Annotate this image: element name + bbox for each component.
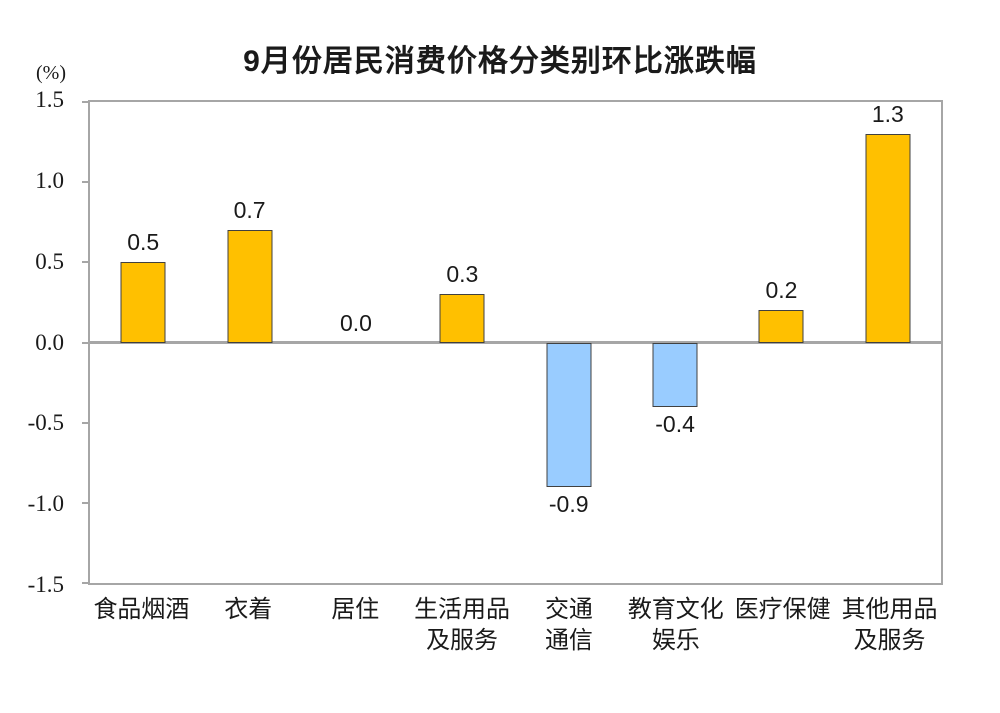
- bar-value-label: -0.4: [655, 410, 695, 437]
- bar-食品烟酒: [120, 262, 166, 343]
- chart-title: 9月份居民消费价格分类别环比涨跌幅: [243, 45, 757, 78]
- bar-slot-居住: 0.0: [303, 102, 409, 583]
- zero-baseline: [90, 341, 941, 344]
- bar-其他用品及服务: [865, 134, 911, 343]
- bar-value-label: 0.2: [765, 277, 798, 304]
- y-tick-label: -1.0: [27, 491, 64, 517]
- bar-value-label: -0.9: [548, 490, 589, 517]
- bar-医疗保健: [758, 310, 804, 343]
- bar-slot-衣着: 0.7: [196, 102, 302, 583]
- x-axis-label-其他用品及服务: 其他用品 及服务: [841, 596, 938, 654]
- y-tick-mark: [82, 501, 89, 504]
- x-axis-label-居住: 居住: [331, 596, 380, 623]
- bar-slot-教育文化娱乐: -0.4: [622, 102, 728, 583]
- bar-生活用品及服务: [439, 294, 485, 343]
- x-axis-label-医疗保健: 医疗保健: [734, 596, 831, 623]
- y-tick-mark: [82, 261, 89, 264]
- y-tick-label: 0.5: [35, 248, 64, 274]
- y-tick-mark: [82, 582, 89, 584]
- bar-教育文化娱乐: [652, 342, 698, 407]
- x-axis-label-衣着: 衣着: [224, 596, 273, 623]
- bar-slot-生活用品及服务: 0.3: [409, 102, 515, 583]
- y-axis: 1.5 1.0 0.5 0.0 -0.5 -1.0 -1.5: [0, 87, 76, 597]
- bar-衣着: [227, 230, 273, 343]
- y-tick-mark: [82, 341, 89, 344]
- x-axis-label-交通通信: 交通 通信: [544, 596, 593, 654]
- bar-slot-食品烟酒: 0.5: [90, 102, 196, 583]
- y-tick-label: -0.5: [27, 410, 64, 436]
- bar-交通通信: [546, 342, 592, 487]
- y-tick-label: 1.0: [35, 167, 64, 193]
- y-tick-mark: [82, 421, 89, 424]
- y-tick-mark: [82, 101, 89, 103]
- y-tick-label: -1.5: [27, 572, 64, 597]
- y-tick-label: 1.5: [35, 87, 64, 112]
- bar-value-label: 0.5: [127, 229, 160, 256]
- plot-area: 0.5 0.7 0.0 0.3 -0.9 -0.4 0.2 1.3: [82, 100, 943, 585]
- x-axis-label-食品烟酒: 食品烟酒: [93, 596, 190, 623]
- bar-value-label: 0.7: [233, 197, 266, 224]
- bar-value-label: 1.3: [871, 101, 904, 128]
- bar-slot-其他用品及服务: 1.3: [835, 101, 941, 583]
- bar-value-label: 0.3: [446, 261, 479, 288]
- bars-container: 0.5 0.7 0.0 0.3 -0.9 -0.4 0.2 1.3: [90, 101, 941, 583]
- y-tick-mark: [82, 181, 89, 184]
- bar-slot-医疗保健: 0.2: [728, 102, 834, 583]
- bar-value-label: 0.0: [339, 309, 372, 336]
- y-axis-unit-label: (%): [36, 62, 66, 84]
- x-axis-label-生活用品及服务: 生活用品 及服务: [414, 596, 511, 654]
- x-axis-labels: 食品烟酒 衣着 居住 生活用品 及服务 交通 通信 教育文化 娱乐 医疗保健 其他用品 及服务: [88, 594, 943, 656]
- y-tick-label: 0.0: [35, 329, 64, 355]
- x-axis-label-教育文化娱乐: 教育文化 娱乐: [627, 596, 724, 654]
- bar-slot-交通通信: -0.9: [516, 102, 622, 583]
